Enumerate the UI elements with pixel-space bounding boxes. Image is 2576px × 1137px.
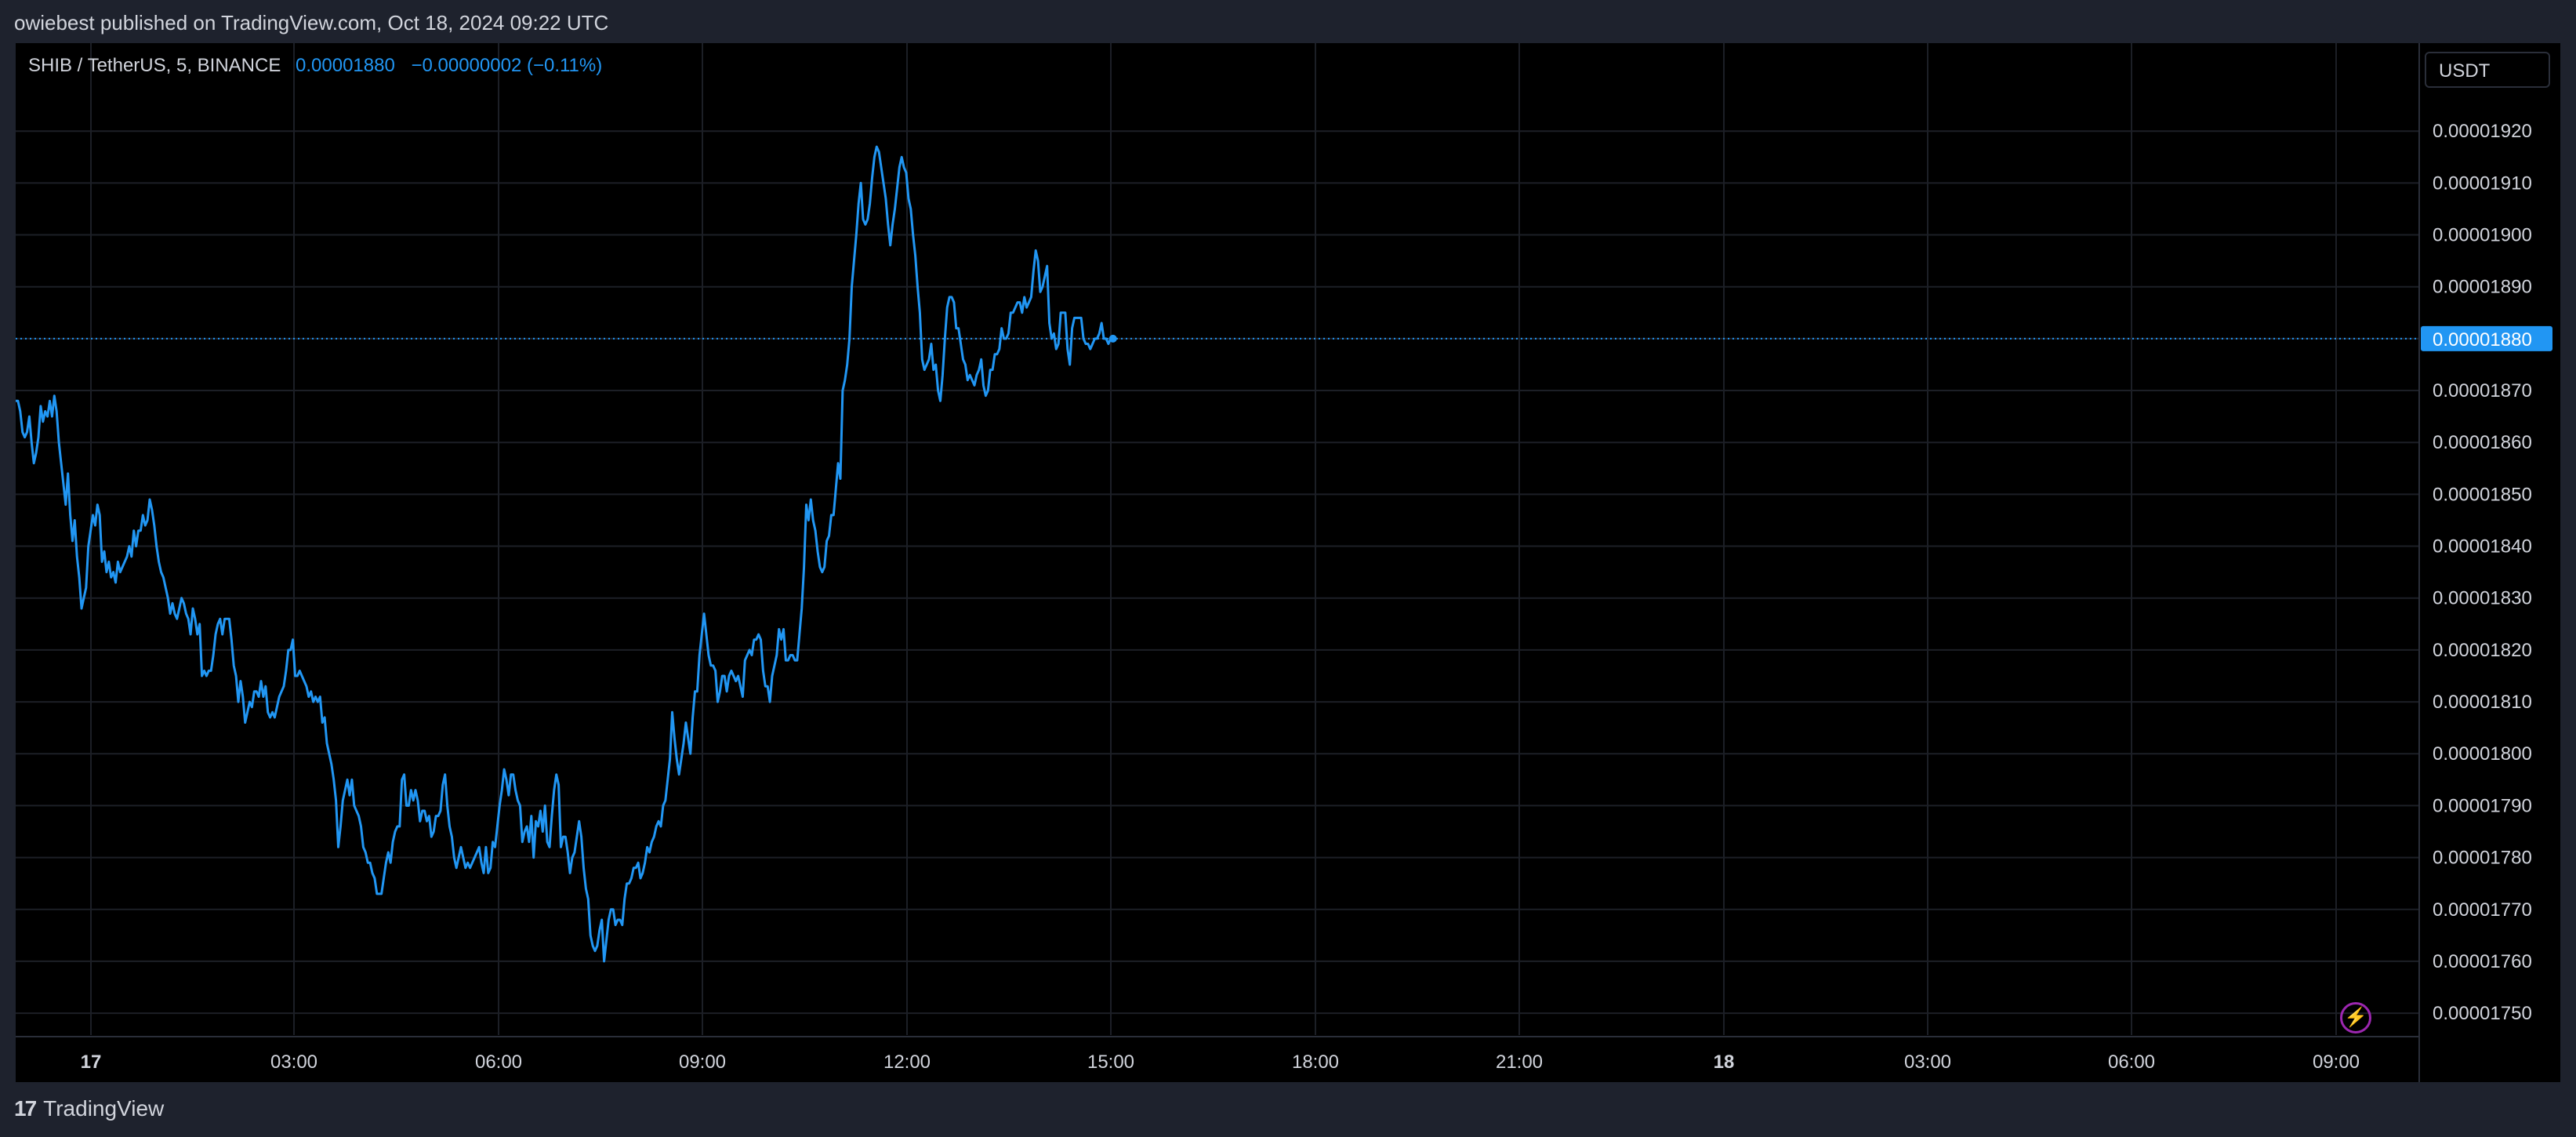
y-tick-label: 0.00001750 bbox=[2433, 1003, 2532, 1024]
last-value: 0.00001880 bbox=[296, 55, 395, 76]
y-tick-label: 0.00001840 bbox=[2433, 536, 2532, 558]
y-tick-label: 0.00001790 bbox=[2433, 795, 2532, 816]
lightning-icon[interactable]: ⚡ bbox=[2340, 1002, 2371, 1033]
x-tick-label: 09:00 bbox=[679, 1052, 726, 1073]
y-tick-label: 0.00001810 bbox=[2433, 692, 2532, 713]
tradingview-logo-icon: 17 bbox=[14, 1096, 37, 1121]
change-value: −0.00000002 (−0.11%) bbox=[411, 55, 603, 76]
x-tick-label: 09:00 bbox=[2313, 1052, 2360, 1073]
publisher-caption: owiebest published on TradingView.com, O… bbox=[14, 11, 609, 35]
y-tick-label: 0.00001830 bbox=[2433, 588, 2532, 609]
y-tick-label: 0.00001900 bbox=[2433, 225, 2532, 246]
y-tick-label: 0.00001770 bbox=[2433, 899, 2532, 921]
x-tick-label: 03:00 bbox=[270, 1052, 317, 1073]
currency-unit-button[interactable]: USDT bbox=[2425, 52, 2550, 88]
symbol-label[interactable]: SHIB / TetherUS, 5, BINANCE bbox=[28, 55, 281, 76]
x-tick-label: 12:00 bbox=[883, 1052, 931, 1073]
y-tick-label: 0.00001800 bbox=[2433, 743, 2532, 765]
y-tick-label: 0.00001920 bbox=[2433, 121, 2532, 142]
y-tick-label: 0.00001870 bbox=[2433, 380, 2532, 401]
x-tick-label: 17 bbox=[81, 1052, 102, 1073]
last-price-badge-label: 0.00001880 bbox=[2433, 329, 2532, 351]
x-tick-label: 06:00 bbox=[475, 1052, 522, 1073]
symbol-legend[interactable]: SHIB / TetherUS, 5, BINANCE 0.00001880 −… bbox=[28, 55, 602, 77]
x-tick-label: 03:00 bbox=[1904, 1052, 1951, 1073]
x-tick-label: 15:00 bbox=[1087, 1052, 1134, 1073]
x-tick-label: 18 bbox=[1714, 1052, 1735, 1073]
y-tick-label: 0.00001820 bbox=[2433, 640, 2532, 661]
y-tick-label: 0.00001910 bbox=[2433, 173, 2532, 194]
last-point-marker bbox=[1108, 334, 1117, 343]
y-tick-label: 0.00001780 bbox=[2433, 848, 2532, 869]
y-tick-label: 0.00001890 bbox=[2433, 277, 2532, 298]
price-series-line[interactable] bbox=[16, 145, 1113, 963]
x-tick-label: 18:00 bbox=[1292, 1052, 1339, 1073]
y-tick-label: 0.00001860 bbox=[2433, 432, 2532, 453]
x-tick-label: 06:00 bbox=[2108, 1052, 2155, 1073]
tradingview-brand[interactable]: 17 TradingView bbox=[14, 1096, 164, 1121]
last-price-badge bbox=[2421, 325, 2552, 351]
brand-label: TradingView bbox=[43, 1096, 165, 1121]
y-tick-label: 0.00001760 bbox=[2433, 951, 2532, 972]
y-tick-label: 0.00001850 bbox=[2433, 484, 2532, 505]
x-tick-label: 21:00 bbox=[1496, 1052, 1543, 1073]
